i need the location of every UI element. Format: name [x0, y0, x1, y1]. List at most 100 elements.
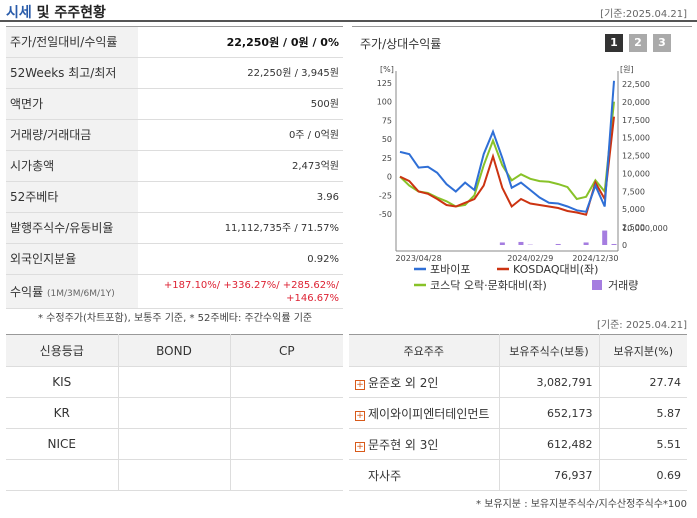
credit-rating-table: 신용등급 BOND CP KIS KR NICE [6, 334, 343, 491]
cp-rating [229, 428, 343, 460]
volume-bar [602, 230, 608, 245]
holder-shares: 76,937 [498, 459, 599, 491]
quote-row-volume: 거래량/거래대금 0주 / 0억원 [6, 120, 343, 151]
left-tick-label: -50 [379, 210, 392, 219]
holder-name[interactable]: 윤준호 외 2인 [368, 375, 439, 390]
quote-note: * 수정주가(차트포함), 보통주 기준, * 52주베타: 주간수익률 기준 [38, 313, 313, 324]
row-value: 3.96 [316, 192, 339, 203]
holder-shares: 612,482 [498, 428, 599, 460]
agency-name: KIS [6, 366, 118, 398]
volume-bar [611, 243, 617, 245]
holder-cell: + 윤준호 외 2인 [349, 366, 499, 398]
shareholder-table: 주요주주 보유주식수(보통) 보유지분(%) + 윤준호 외 2인 3,082,7… [349, 334, 687, 491]
left-tick-label: 75 [382, 116, 392, 125]
row-value: 0.92% [307, 254, 339, 265]
quote-row-beta: 52주베타 3.96 [6, 182, 343, 213]
legend-swatch [592, 280, 602, 290]
row-label: 주가/전일대비/수익률 [6, 27, 138, 57]
col-header: 주요주주 [349, 334, 499, 367]
holder-pct: 5.51 [598, 428, 687, 460]
x-tick-label: 2023/04/28 [396, 254, 442, 263]
legend-label: KOSDAQ대비(좌) [513, 263, 598, 276]
cp-rating [229, 366, 343, 398]
holder-cell: 자사주 [349, 459, 499, 491]
row-value: 22,250원 / 3,945원 [247, 68, 339, 79]
table-row: KR [6, 397, 343, 429]
legend-label: 거래량 [608, 279, 638, 292]
chart-title: 주가/상대수익률 [360, 37, 442, 51]
expand-plus-icon[interactable]: + [355, 379, 365, 390]
holder-pct: 5.87 [598, 397, 687, 429]
volume-bar [555, 243, 561, 245]
quote-row-par-value: 액면가 500원 [6, 89, 343, 120]
right-tick-label: 5,000 [622, 205, 645, 214]
holder-cell: + 문주현 외 3인 [349, 428, 499, 460]
shareholder-note: * 보유지분 : 보유지분주식수/지수산정주식수*100 [476, 499, 687, 510]
cp-rating [229, 397, 343, 429]
row-label: 시가총액 [6, 151, 138, 181]
bond-rating [117, 428, 230, 460]
base-date: [기준:2025.04.21] [600, 9, 687, 20]
row-label: 외국인지분율 [6, 244, 138, 274]
quote-row-returns: 수익률 (1M/3M/6M/1Y) +187.10%/ +336.27%/ +2… [6, 275, 343, 309]
shareholder-base-date: [기준: 2025.04.21] [596, 320, 687, 331]
holder-cell: + 제이와이피엔터테인먼트 [349, 397, 499, 429]
holder-shares: 652,173 [498, 397, 599, 429]
cp-rating [229, 459, 343, 491]
agency-name [6, 459, 118, 491]
chart-page-2-button[interactable]: 2 [629, 34, 647, 52]
chart-panel: 주가/상대수익률 1 2 3 [%] [원] 125 100 75 50 25 0 -25 -50… [352, 26, 692, 298]
right-tick-label: 12,500 [622, 152, 650, 161]
x-tick-label: 2024/02/29 [507, 254, 553, 263]
holder-name[interactable]: 제이와이피엔터테인먼트 [368, 406, 490, 421]
table-row: 자사주 76,937 0.69 [349, 459, 687, 491]
returns-value: +187.10%/ +336.27%/ +285.62%/ +146.67% [163, 280, 339, 304]
holder-pct: 27.74 [598, 366, 687, 398]
table-row: KIS [6, 366, 343, 398]
row-label: 52Weeks 최고/최저 [6, 58, 138, 88]
right-tick-label: 22,500 [622, 80, 650, 89]
row-value: 2,473억원 [291, 161, 339, 172]
expand-plus-icon[interactable]: + [355, 410, 365, 421]
left-tick-label: -25 [379, 191, 392, 200]
volume-tick-label: 10,000,000 [622, 224, 668, 233]
row-label: 52주베타 [6, 182, 138, 212]
quote-row-foreign: 외국인지분율 0.92% [6, 244, 343, 275]
left-tick-label: 125 [377, 79, 392, 88]
right-tick-label: 2,500 [622, 223, 645, 232]
holder-name: 자사주 [368, 468, 402, 483]
expand-plus-icon[interactable]: + [355, 441, 365, 452]
table-row: + 문주현 외 3인 612,482 5.51 [349, 428, 687, 460]
legend-label: 코스닥 오락·문화대비(좌) [430, 279, 547, 292]
right-tick-label: 7,500 [622, 187, 645, 196]
quote-row-price: 주가/전일대비/수익률 22,250원 / 0원 / 0% [6, 27, 343, 58]
left-tick-label: 50 [382, 135, 392, 144]
series-line [399, 116, 615, 216]
left-unit-label: [%] [380, 65, 394, 74]
table-row: + 윤준호 외 2인 3,082,791 27.74 [349, 366, 687, 398]
x-tick-label: 2024/12/30 [572, 254, 618, 263]
left-tick-label: 25 [382, 154, 392, 163]
series-line [399, 101, 615, 208]
col-header: 신용등급 [6, 334, 118, 367]
quote-row-shares: 발행주식수/유동비율 11,112,735주 / 71.57% [6, 213, 343, 244]
series-line [399, 80, 615, 213]
chart-page-1-button[interactable]: 1 [605, 34, 623, 52]
return-chart: [%] [원] 125 100 75 50 25 0 -25 -50 22,500 20,000 17,… [377, 65, 668, 292]
row-label: 거래량/거래대금 [6, 120, 138, 150]
right-tick-label: 15,000 [622, 134, 650, 143]
col-header: 보유지분(%) [598, 334, 687, 367]
table-row: + 제이와이피엔터테인먼트 652,173 5.87 [349, 397, 687, 429]
holder-shares: 3,082,791 [498, 366, 599, 398]
legend-label: 포바이포 [430, 263, 470, 276]
section-header: 시세 및 주주현황 [기준:2025.04.21] [0, 0, 697, 22]
col-header: 보유주식수(보통) [498, 334, 599, 367]
chart-page-3-button[interactable]: 3 [653, 34, 671, 52]
bond-rating [117, 459, 230, 491]
bond-rating [117, 366, 230, 398]
holder-name[interactable]: 문주현 외 3인 [368, 437, 439, 452]
left-tick-label: 0 [387, 173, 392, 182]
row-value: 0주 / 0억원 [288, 130, 339, 141]
row-value: 11,112,735주 / 71.57% [224, 223, 339, 234]
table-row [6, 459, 343, 491]
